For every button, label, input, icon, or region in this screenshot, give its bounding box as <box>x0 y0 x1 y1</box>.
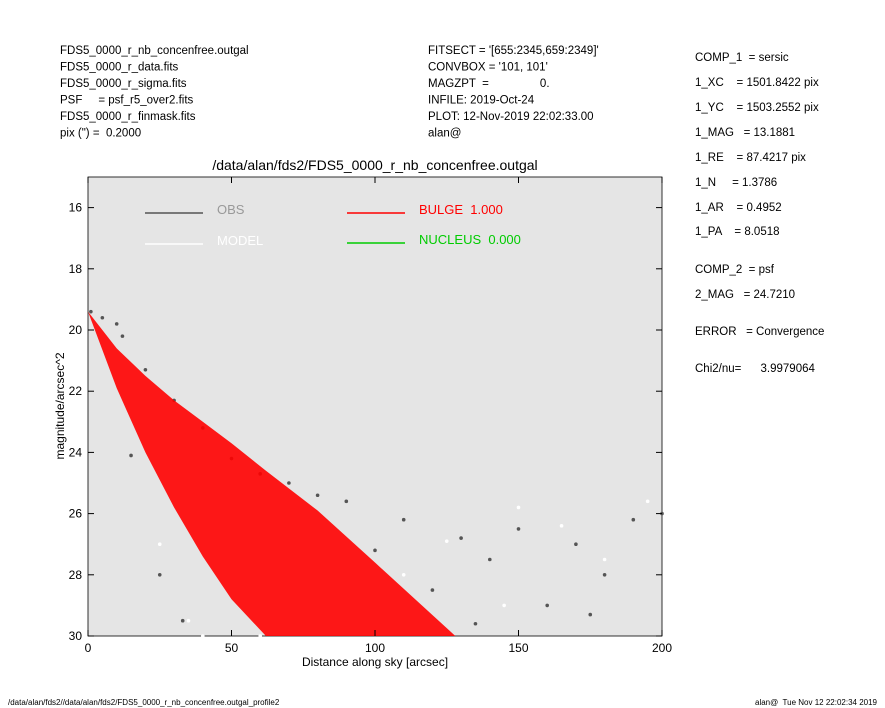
info-line: CONVBOX = '101, 101' <box>428 62 548 74</box>
footer-left: /data/alan/fds2//data/alan/fds2/FDS5_000… <box>8 698 280 707</box>
data-point <box>516 527 521 531</box>
data-point <box>459 536 463 540</box>
data-point <box>401 573 406 577</box>
data-point <box>129 453 133 458</box>
data-point <box>473 621 478 626</box>
info-line: pix (") = 0.2000 <box>60 128 141 140</box>
legend-label: BULGE 1.000 <box>419 202 503 217</box>
info-line: PLOT: 12-Nov-2019 22:02:33.00 <box>428 111 594 123</box>
x-tick-label: 100 <box>365 641 385 655</box>
data-point <box>488 557 492 562</box>
x-tick-label: 0 <box>85 641 92 655</box>
data-point <box>430 588 435 592</box>
y-tick-label: 18 <box>69 262 83 276</box>
data-point <box>516 505 521 510</box>
data-point <box>602 557 607 562</box>
x-tick-label: 50 <box>225 641 239 655</box>
data-point <box>559 524 564 528</box>
fit-param: 1_N = 1.3786 <box>695 177 777 189</box>
fit-param: 1_YC = 1503.2552 pix <box>695 102 819 114</box>
fit-param: 1_AR = 0.4952 <box>695 202 782 214</box>
data-point <box>201 634 205 638</box>
data-point <box>645 499 650 504</box>
fit-param: COMP_1 = sersic <box>695 52 789 64</box>
data-point <box>344 499 349 504</box>
data-point <box>502 603 506 608</box>
data-point <box>574 542 578 546</box>
x-tick-label: 150 <box>508 641 528 655</box>
data-point <box>631 517 636 522</box>
legend-label: OBS <box>217 202 245 217</box>
data-point <box>120 334 125 338</box>
fit-param: COMP_2 = psf <box>695 264 775 276</box>
data-point <box>444 539 449 543</box>
info-line: MAGZPT = 0. <box>428 78 550 90</box>
legend-label: MODEL <box>217 233 263 248</box>
data-point <box>315 493 320 498</box>
data-point <box>157 573 162 577</box>
y-tick-label: 28 <box>69 568 83 582</box>
footer-right: alan@ Tue Nov 12 22:02:34 2019 <box>755 698 878 707</box>
fit-param: 1_XC = 1501.8422 pix <box>695 77 819 89</box>
y-tick-label: 30 <box>69 629 83 643</box>
fit-param: 1_MAG = 13.1881 <box>695 127 795 139</box>
y-tick-label: 22 <box>69 384 83 398</box>
data-point <box>287 481 291 485</box>
y-tick-label: 24 <box>69 445 83 459</box>
data-point <box>602 573 607 577</box>
data-point <box>100 315 105 320</box>
legend-label: NUCLEUS 0.000 <box>419 232 521 247</box>
data-point <box>588 612 593 617</box>
fit-param: 1_PA = 8.0518 <box>695 226 780 238</box>
model-band <box>88 311 456 636</box>
data-point <box>180 618 185 623</box>
x-tick-label: 200 <box>652 641 672 655</box>
fit-param: 2_MAG = 24.7210 <box>695 289 795 301</box>
data-point <box>114 322 119 326</box>
info-line: FITSECT = '[655:2345,659:2349]' <box>428 45 599 57</box>
data-point <box>401 517 406 522</box>
info-line: FDS5_0000_r_finmask.fits <box>60 111 196 123</box>
info-line: FDS5_0000_r_nb_concenfree.outgal <box>60 45 249 57</box>
y-tick-label: 16 <box>69 201 83 215</box>
data-point <box>373 548 377 553</box>
info-line: PSF = psf_r5_over2.fits <box>60 95 194 107</box>
data-point <box>157 542 162 546</box>
data-point <box>89 309 93 314</box>
data-point <box>258 634 263 638</box>
info-line: INFILE: 2019-Oct-24 <box>428 95 535 107</box>
data-point <box>186 618 191 623</box>
y-tick-label: 20 <box>69 323 83 337</box>
info-line: alan@ <box>428 128 461 140</box>
data-point <box>143 367 148 372</box>
x-axis-label: Distance along sky [arcsec] <box>302 655 448 669</box>
data-point <box>545 603 549 608</box>
fit-param: ERROR = Convergence <box>695 326 824 338</box>
fit-param: Chi2/nu= 3.9979064 <box>695 363 815 375</box>
y-tick-label: 26 <box>69 507 83 521</box>
plot-area <box>87 176 663 637</box>
chart-title: /data/alan/fds2/FDS5_0000_r_nb_concenfre… <box>212 157 537 173</box>
y-axis-label: magnitude/arcsec^2 <box>53 352 67 459</box>
fit-param: 1_RE = 87.4217 pix <box>695 152 806 164</box>
info-line: FDS5_0000_r_data.fits <box>60 62 179 74</box>
info-line: FDS5_0000_r_sigma.fits <box>60 78 187 90</box>
